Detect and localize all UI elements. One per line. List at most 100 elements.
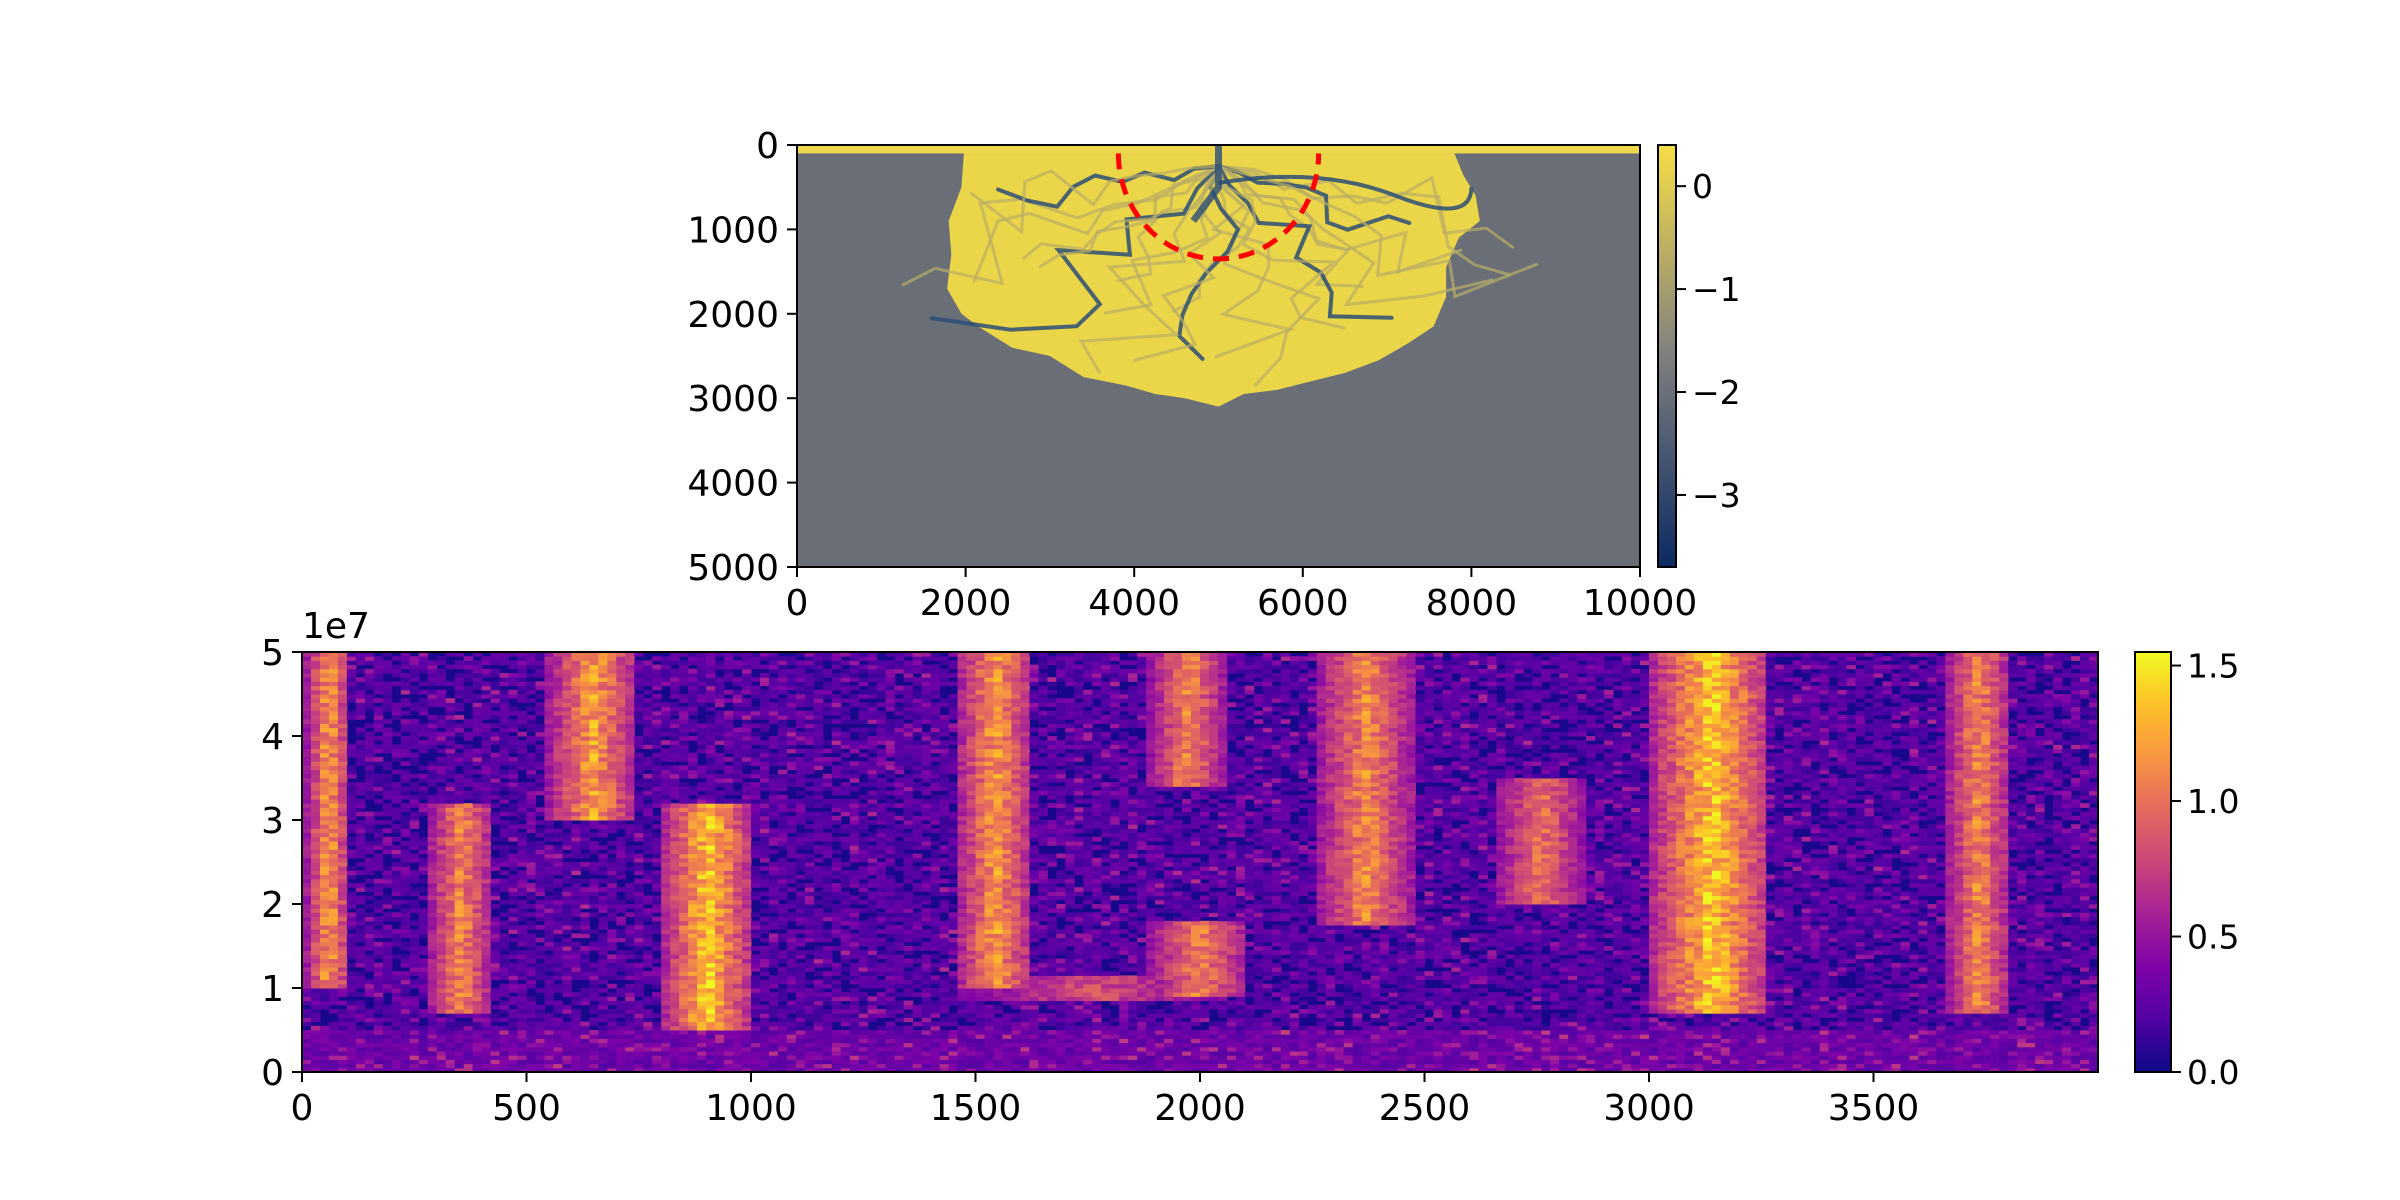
heatmap-cell: [382, 849, 393, 855]
heatmap-cell: [427, 874, 438, 880]
heatmap-cell: [571, 1025, 581, 1031]
heatmap-cell: [652, 778, 662, 783]
heatmap-cell: [724, 1042, 734, 1048]
heatmap-cell: [373, 828, 384, 834]
heatmap-cell: [364, 1017, 375, 1023]
heatmap-cell: [759, 799, 770, 804]
heatmap-cell: [679, 786, 689, 792]
heatmap-cell: [346, 807, 357, 813]
heatmap-cell: [328, 958, 339, 964]
heatmap-cell: [391, 988, 402, 993]
heatmap-cell: [777, 904, 788, 909]
heatmap-cell: [697, 857, 707, 863]
heatmap-cell: [544, 828, 554, 834]
heatmap-cell: [795, 866, 806, 871]
heatmap-cell: [688, 983, 698, 989]
heatmap-cell: [481, 744, 492, 750]
heatmap-cell: [643, 832, 653, 838]
heatmap-cell: [652, 685, 662, 691]
heatmap-cell: [643, 778, 653, 783]
heatmap-cell: [400, 975, 411, 981]
heatmap-cell: [319, 992, 330, 997]
heatmap-cell: [768, 736, 779, 741]
heatmap-cell: [697, 946, 707, 951]
heatmap-cell: [472, 710, 483, 716]
heatmap-cell: [391, 1059, 402, 1065]
heatmap-cell: [616, 715, 626, 720]
heatmap-cell: [400, 933, 411, 939]
heatmap-cell: [427, 857, 438, 863]
heatmap-cell: [517, 853, 527, 859]
heatmap-cell: [571, 887, 581, 892]
heatmap-cell: [795, 857, 806, 863]
heatmap-cell: [445, 979, 456, 985]
heatmap-cell: [679, 773, 689, 779]
heatmap-cell: [661, 988, 671, 993]
heatmap-cell: [706, 1004, 716, 1010]
heatmap-cell: [517, 883, 527, 888]
heatmap-cell: [795, 765, 806, 771]
heatmap-cell: [535, 1009, 545, 1014]
heatmap-cell: [328, 702, 339, 708]
heatmap-cell: [364, 698, 375, 703]
channel-line: [1038, 164, 1220, 269]
heatmap-cell: [454, 1055, 465, 1060]
heatmap-cell: [607, 794, 617, 800]
heatmap-cell: [688, 824, 698, 829]
heatmap-cell: [616, 786, 626, 792]
heatmap-cell: [742, 652, 752, 657]
heatmap-cell: [382, 652, 393, 657]
heatmap-cell: [661, 1055, 671, 1060]
heatmap-cell: [589, 841, 599, 846]
heatmap-cell: [463, 815, 474, 821]
heatmap-cell: [652, 668, 662, 674]
heatmap-cell: [688, 857, 698, 863]
heatmap-cell: [786, 698, 797, 703]
heatmap-cell: [337, 769, 348, 775]
heatmap-cell: [391, 1009, 402, 1014]
heatmap-cell: [715, 937, 725, 943]
heatmap-cell: [661, 899, 671, 905]
heatmap-cell: [742, 866, 752, 871]
heatmap-cell: [786, 706, 797, 712]
heatmap-cell: [472, 992, 483, 997]
heatmap-cell: [652, 702, 662, 708]
heatmap-cell: [526, 904, 536, 909]
heatmap-cell: [625, 828, 635, 834]
heatmap-cell: [364, 878, 375, 884]
heatmap-cell: [418, 778, 429, 783]
heatmap-cell: [364, 773, 375, 779]
heatmap-cell: [355, 702, 366, 708]
heatmap-cell: [759, 983, 770, 989]
heatmap-cell: [490, 694, 501, 699]
heatmap-cell: [661, 1034, 671, 1039]
heatmap-cell: [508, 782, 519, 787]
heatmap-cell: [517, 996, 527, 1002]
heatmap-cell: [302, 702, 312, 708]
heatmap-cell: [580, 698, 590, 703]
heatmap-cell: [643, 820, 653, 825]
heatmap-cell: [490, 715, 501, 720]
heatmap-cell: [589, 744, 599, 750]
heatmap-cell: [319, 912, 330, 918]
heatmap-cell: [454, 853, 465, 859]
heatmap-cell: [544, 757, 554, 762]
heatmap-cell: [670, 656, 680, 661]
heatmap-cell: [400, 958, 411, 964]
heatmap-cell: [598, 811, 608, 817]
heatmap-cell: [302, 1030, 312, 1035]
heatmap-cell: [544, 992, 554, 997]
heatmap-cell: [409, 677, 420, 682]
heatmap-cell: [652, 1051, 662, 1056]
heatmap-cell: [679, 748, 689, 754]
heatmap-cell: [643, 1030, 653, 1035]
heatmap-cell: [706, 967, 716, 972]
heatmap-cell: [310, 656, 321, 661]
heatmap-cell: [571, 1000, 581, 1006]
heatmap-cell: [598, 941, 608, 947]
heatmap-cell: [679, 878, 689, 884]
heatmap-cell: [535, 723, 545, 729]
heatmap-cell: [373, 757, 384, 762]
heatmap-cell: [697, 967, 707, 972]
heatmap-cell: [490, 962, 501, 968]
